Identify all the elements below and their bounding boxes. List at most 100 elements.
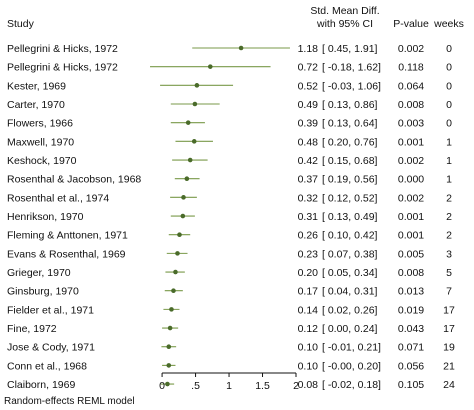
ci-value: [ 0.13, 0.64]: [322, 118, 378, 130]
ci-value: [ 0.05, 0.34]: [322, 267, 378, 279]
weeks-value: 1: [446, 136, 452, 148]
study-row: Evans & Rosenthal, 1969 0.23[ 0.07, 0.38]…: [7, 248, 452, 260]
effect-marker: [184, 176, 190, 181]
study-label: Pellegrini & Hicks, 1972: [7, 62, 118, 74]
x-axis: 0 .5 1 1.5 2: [159, 372, 299, 392]
smd-value: 0.48: [298, 136, 319, 148]
smd-value: 0.72: [298, 62, 319, 74]
effect-marker: [207, 64, 213, 69]
ci-value: [ 0.13, 0.49]: [322, 211, 378, 223]
smd-value: 0.10: [298, 342, 319, 354]
smd-value: 0.52: [298, 80, 319, 92]
header-pvalue: P-value: [393, 18, 429, 30]
study-label: Fielder et al., 1971: [7, 304, 94, 316]
study-label: Fleming & Anttonen, 1971: [7, 230, 128, 242]
ci-value: [ -0.03, 1.06]: [322, 80, 381, 92]
smd-value: 0.20: [298, 267, 319, 279]
study-label: Carter, 1970: [7, 99, 65, 111]
ci-value: [ 0.15, 0.68]: [322, 155, 378, 167]
ci-value: [ -0.00, 0.20]: [322, 360, 381, 372]
study-row: Maxwell, 1970 0.48[ 0.20, 0.76] 0.001 1: [7, 136, 452, 148]
header-study: Study: [7, 18, 35, 30]
study-row: Pellegrini & Hicks, 1972 0.72[ -0.18, 1.6…: [7, 62, 452, 74]
smd-value: 0.10: [298, 360, 319, 372]
study-rows: Pellegrini & Hicks, 1972 1.18[ 0.45, 1.91…: [7, 43, 455, 391]
p-value: 0.002: [398, 192, 424, 204]
study-row: Kester, 1969 0.52[ -0.03, 1.06] 0.064 0: [7, 80, 452, 92]
study-row: Carter, 1970 0.49[ 0.13, 0.86] 0.008 0: [7, 99, 452, 111]
effect-marker: [181, 195, 186, 200]
p-value: 0.001: [398, 136, 424, 148]
effect-marker: [187, 157, 193, 163]
smd-value: 0.49: [298, 99, 319, 111]
x-tick-label: 2: [293, 380, 299, 392]
smd-value: 0.08: [298, 379, 319, 391]
study-label: Grieger, 1970: [7, 267, 71, 279]
weeks-value: 21: [443, 360, 455, 372]
study-label: Rosenthal et al., 1974: [7, 192, 109, 204]
ci-value: [ 0.10, 0.42]: [322, 230, 378, 242]
p-value: 0.001: [398, 211, 424, 223]
study-label: Flowers, 1966: [7, 118, 73, 130]
smd-value: 0.26: [298, 230, 319, 242]
effect-marker: [191, 139, 197, 144]
study-label: Keshock, 1970: [7, 155, 77, 167]
effect-marker: [175, 251, 180, 256]
weeks-value: 2: [446, 192, 452, 204]
study-row: Rosenthal et al., 1974 0.32[ 0.12, 0.52] 0…: [7, 192, 452, 204]
x-tick-label: 1: [226, 380, 232, 392]
study-label: Rosenthal & Jacobson, 1968: [7, 174, 141, 186]
study-label: Pellegrini & Hicks, 1972: [7, 43, 118, 55]
study-row: Claiborn, 1969 0.08[ -0.02, 0.18] 0.105 24: [7, 379, 455, 391]
x-tick-label: 0: [159, 380, 165, 392]
smd-value: 0.32: [298, 192, 319, 204]
weeks-value: 24: [443, 379, 455, 391]
smd-value: 0.31: [298, 211, 319, 223]
effect-marker: [166, 363, 172, 368]
study-row: Jose & Cody, 1971 0.10[ -0.01, 0.21] 0.071…: [7, 342, 455, 354]
study-label: Maxwell, 1970: [7, 136, 74, 148]
smd-value: 0.23: [298, 248, 319, 260]
p-value: 0.064: [398, 80, 424, 92]
weeks-value: 0: [446, 62, 452, 74]
weeks-value: 17: [443, 323, 455, 335]
p-value: 0.002: [398, 155, 424, 167]
ci-value: [ 0.00, 0.24]: [322, 323, 378, 335]
smd-value: 0.42: [298, 155, 319, 167]
study-label: Evans & Rosenthal, 1969: [7, 248, 126, 260]
study-row: Fielder et al., 1971 0.14[ 0.02, 0.26] 0.0…: [7, 304, 455, 316]
footnote: Random-effects REML model: [4, 396, 135, 407]
x-tick-label: .5: [191, 380, 200, 392]
smd-value: 0.14: [298, 304, 319, 316]
study-row: Fine, 1972 0.12[ 0.00, 0.24] 0.043 17: [7, 323, 455, 335]
ci-value: [ 0.04, 0.31]: [322, 286, 378, 298]
header-weeks: weeks: [433, 18, 464, 30]
effect-marker: [169, 307, 174, 312]
effect-marker: [171, 288, 176, 294]
p-value: 0.013: [398, 286, 424, 298]
p-value: 0.001: [398, 230, 424, 242]
smd-value: 0.17: [298, 286, 319, 298]
smd-value: 0.12: [298, 323, 319, 335]
effect-marker: [180, 213, 186, 219]
effect-marker: [238, 45, 244, 51]
ci-value: [ -0.18, 1.62]: [322, 62, 381, 74]
weeks-value: 1: [446, 174, 452, 186]
weeks-value: 0: [446, 118, 452, 130]
smd-value: 1.18: [298, 43, 319, 55]
study-label: Henrikson, 1970: [7, 211, 84, 223]
p-value: 0.000: [398, 174, 424, 186]
weeks-value: 19: [443, 342, 455, 354]
p-value: 0.105: [398, 379, 424, 391]
effect-marker: [177, 232, 182, 237]
p-value: 0.003: [398, 118, 424, 130]
study-label: Claiborn, 1969: [7, 379, 75, 391]
effect-marker: [194, 83, 200, 88]
study-row: Rosenthal & Jacobson, 1968 0.37[ 0.19, 0.…: [7, 174, 452, 186]
weeks-value: 2: [446, 230, 452, 242]
effect-marker: [167, 325, 173, 331]
study-row: Conn et al., 1968 0.10[ -0.00, 0.20] 0.056…: [7, 360, 455, 372]
study-row: Henrikson, 1970 0.31[ 0.13, 0.49] 0.001 2: [7, 211, 452, 223]
